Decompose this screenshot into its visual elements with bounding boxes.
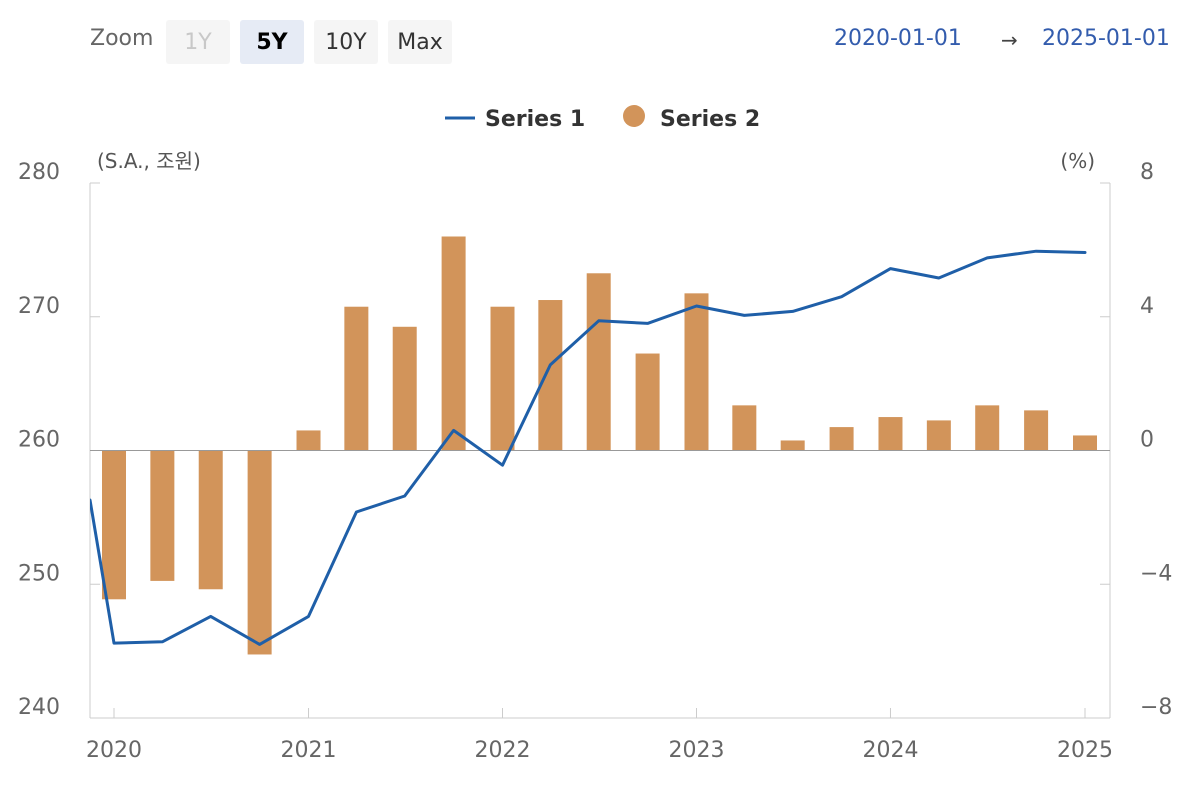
- series-2-bar[interactable]: [102, 450, 126, 600]
- series-2-bar[interactable]: [780, 440, 805, 451]
- x-axis-tick-label: 2021: [281, 738, 337, 763]
- series-2-bar[interactable]: [296, 430, 321, 451]
- zoom-max-button[interactable]: Max: [388, 20, 452, 64]
- zoom-5y-button[interactable]: 5Y: [240, 20, 304, 64]
- right-axis-unit-label: (%): [1060, 149, 1095, 173]
- zoom-label: Zoom: [90, 26, 154, 51]
- left-axis-tick-label: 280: [18, 160, 60, 185]
- left-axis-tick-label: 240: [18, 695, 60, 720]
- series-1-line[interactable]: [90, 249, 1087, 646]
- legend-label-series-1: Series 1: [485, 107, 585, 132]
- series-2-bar[interactable]: [490, 306, 515, 451]
- zoom-1y-button[interactable]: 1Y: [166, 20, 230, 64]
- legend-item-series-2[interactable]: Series 2: [623, 105, 760, 132]
- series-2-bar[interactable]: [975, 405, 1000, 451]
- chart-toolbar: Zoom 1Y 5Y 10Y Max 2020-01-01 → 2025-01-…: [0, 0, 1200, 80]
- legend-item-series-1[interactable]: Series 1: [445, 107, 585, 132]
- series-2-bar[interactable]: [684, 293, 709, 451]
- chart-axes: 240 250 260 270 280 −8 −4 0 4 8 2020 2021 2022 2023 20…: [18, 160, 1172, 763]
- x-axis-tick-label: 2024: [862, 738, 918, 763]
- range-arrow-icon: →: [1001, 28, 1018, 52]
- right-axis-tick-label: −4: [1140, 561, 1172, 586]
- series-2-bars: [102, 236, 1097, 655]
- series-2-bar[interactable]: [538, 300, 563, 451]
- series-1-line-group: [90, 249, 1087, 646]
- series-2-bar[interactable]: [247, 450, 272, 655]
- x-axis-tick-label: 2020: [86, 738, 142, 763]
- legend-label-series-2: Series 2: [660, 107, 760, 132]
- x-axis-tick-label: 2025: [1057, 738, 1113, 763]
- series-2-bar[interactable]: [829, 427, 854, 451]
- series-2-bar[interactable]: [344, 306, 369, 451]
- series-2-bar[interactable]: [150, 450, 175, 581]
- x-axis-tick-label: 2022: [475, 738, 531, 763]
- left-axis-unit-label: (S.A., 조원): [97, 149, 201, 173]
- zoom-10y-button[interactable]: 10Y: [314, 20, 378, 64]
- right-axis-tick-label: 0: [1140, 428, 1154, 453]
- chart-legend: Series 1 Series 2: [445, 105, 760, 132]
- range-to-input[interactable]: 2025-01-01: [1042, 26, 1170, 51]
- right-axis-tick-label: 4: [1140, 294, 1154, 319]
- series-2-bar[interactable]: [1073, 435, 1097, 451]
- series-2-bar[interactable]: [635, 353, 660, 451]
- right-axis-tick-label: −8: [1140, 695, 1172, 720]
- series-2-bar[interactable]: [586, 273, 611, 451]
- left-axis-tick-label: 250: [18, 561, 60, 586]
- series-2-bar[interactable]: [732, 405, 757, 451]
- series-2-bar[interactable]: [878, 417, 903, 451]
- series-2-bar[interactable]: [926, 420, 951, 451]
- series-2-bar[interactable]: [441, 236, 466, 451]
- series-2-bar[interactable]: [1024, 410, 1049, 451]
- left-axis-tick-label: 260: [18, 428, 60, 453]
- series-2-bar[interactable]: [198, 450, 223, 590]
- x-axis-tick-label: 2023: [668, 738, 724, 763]
- series-2-bar[interactable]: [392, 326, 417, 451]
- left-axis-tick-label: 270: [18, 294, 60, 319]
- range-from-input[interactable]: 2020-01-01: [834, 26, 962, 51]
- right-axis-tick-label: 8: [1140, 160, 1154, 185]
- legend-circle-icon: [623, 105, 645, 127]
